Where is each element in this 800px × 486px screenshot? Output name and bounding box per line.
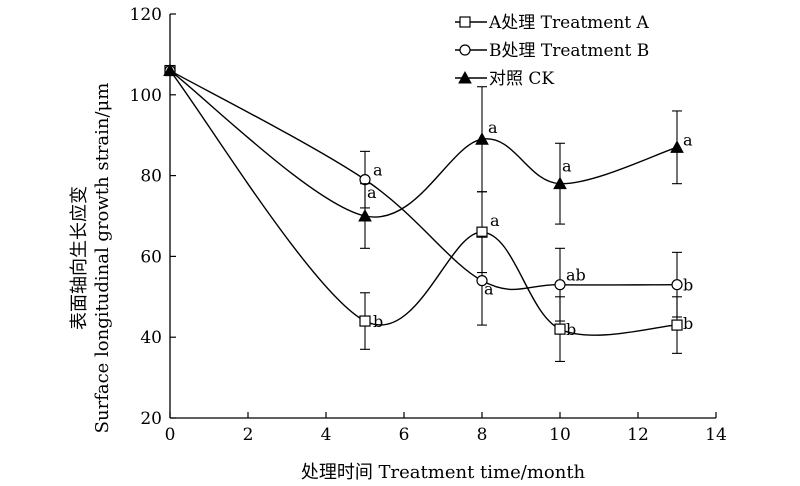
x-tick-label: 8 [477,425,488,445]
legend-item-2: B处理 Treatment B [455,41,649,61]
significance-label: a [683,130,693,149]
significance-label: a [488,118,498,137]
data-point [553,176,567,190]
data-point [554,323,566,335]
y-tick-label: 80 [140,167,162,187]
significance-label: b [373,312,383,331]
legend-label: B处理 Treatment B [489,41,649,61]
significance-label: a [490,211,500,230]
data-point [358,208,372,222]
significance-label: a [373,161,383,180]
legend-marker [458,70,472,84]
y-axis-label-cn: 表面轴向生长应变 [69,186,90,330]
legend-label: 对照 CK [489,69,554,89]
data-point [476,275,488,287]
series-line [169,69,678,218]
data-point [670,140,684,153]
data-point [475,132,489,145]
significance-label: b [683,314,693,333]
legend-marker [459,16,471,28]
significance-label: ab [566,266,586,285]
significance-label: a [562,157,572,176]
x-tick-label: 0 [165,425,176,445]
y-tick-label: 20 [140,409,162,429]
legend-item-3: 对照 CK [455,69,554,89]
y-tick-label: 100 [130,86,162,106]
significance-label: a [367,183,377,202]
significance-label: b [683,276,693,295]
significance-label: a [484,280,494,299]
x-tick-label: 14 [705,425,727,445]
axes: 0 2 4 6 8 10 12 14 20 40 60 80 100 120 [130,5,727,445]
series-line [169,70,678,336]
x-axis-label: 处理时间 Treatment time/month [301,462,586,483]
legend: A处理 Treatment A B处理 Treatment B 对照 CK [455,13,650,89]
y-axis-label-en: Surface longitudinal growth strain/μm [92,83,113,434]
significance-label: b [566,320,576,339]
data-point [163,63,177,77]
data-point [554,279,566,291]
x-tick-label: 2 [243,425,254,445]
legend-item-1: A处理 Treatment A [455,13,650,33]
data-point [671,319,683,331]
x-tick-label: 12 [627,425,649,445]
series-line [169,69,678,291]
y-tick-label: 40 [140,328,162,348]
data-point [359,315,371,327]
data-point [671,279,683,291]
y-tick-label: 120 [130,5,162,25]
x-tick-label: 4 [321,425,332,445]
legend-marker [459,44,471,56]
y-tick-label: 60 [140,247,162,267]
x-tick-label: 10 [549,425,571,445]
x-tick-label: 6 [399,425,410,445]
legend-label: A处理 Treatment A [488,13,650,33]
